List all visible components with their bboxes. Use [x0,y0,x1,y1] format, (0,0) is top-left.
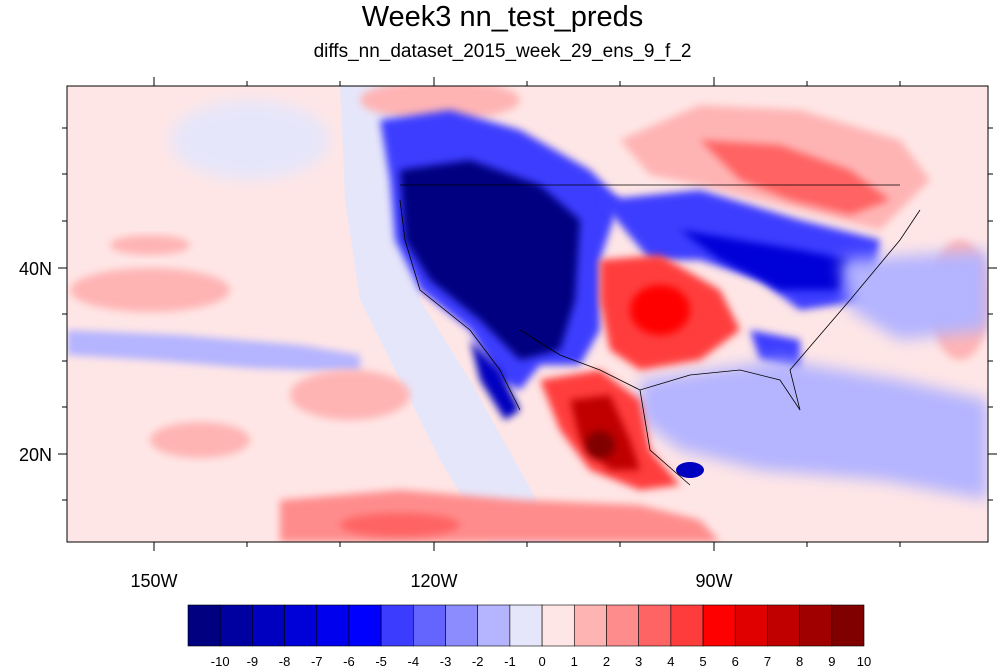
lon-ticks [153,77,901,551]
colorbar-label: 0 [538,654,545,669]
colorbar-swatch [670,604,704,647]
colorbar [187,604,865,647]
colorbar-swatch [316,604,350,647]
colorbar-label: 6 [732,654,739,669]
field-pink-patch-2 [110,235,190,255]
colorbar-label: 10 [857,654,871,669]
field-east-deepblue [680,230,850,290]
colorbar-swatch [541,604,575,647]
colorbar-swatch [799,604,833,647]
colorbar-swatch [380,604,414,647]
colorbar-label: -3 [440,654,452,669]
lon-label-90w: 90W [695,571,732,591]
colorbar-swatch [187,604,221,647]
colorbar-label: -1 [504,654,516,669]
field-baja-blue [470,340,520,420]
colorbar-label: 7 [764,654,771,669]
colorbar-swatch [477,604,511,647]
colorbar-swatch [445,604,479,647]
colorbar-label: -5 [375,654,387,669]
east-coastline [789,209,921,411]
colorbar-label: 5 [699,654,706,669]
colorbar-swatch [284,604,318,647]
colorbar-label: -6 [343,654,355,669]
lat-ticks [58,127,997,501]
colorbar-label: 4 [667,654,674,669]
colorbar-label: 1 [571,654,578,669]
mexico-east-coast [639,389,691,486]
field-west-deepblue [400,160,580,360]
field-gulf-lightblue [640,360,988,500]
field-npac-pink [360,86,520,120]
colorbar-swatch [573,604,607,647]
west-coastline [399,199,521,411]
colorbar-swatch [831,604,865,647]
anomaly-field [67,86,988,542]
colorbar-swatch [348,604,382,647]
colorbar-label: 2 [603,654,610,669]
field-mexico-core [585,431,615,459]
colorbar-label: 3 [635,654,642,669]
field-pacific-blue-band [67,330,360,372]
field-cam-blue-spot [676,462,704,478]
colorbar-swatch [413,604,446,647]
gulf-coastline [599,369,801,411]
field-pink-patch-3 [290,370,410,420]
colorbar-swatch [734,604,768,647]
colorbar-label: 8 [796,654,803,669]
lon-label-120w: 120W [410,571,457,591]
colorbar-swatch [509,604,543,647]
colorbar-swatch [252,604,285,647]
colorbar-label: -8 [279,654,291,669]
field-pink-patch-1 [70,268,230,312]
lat-label-40n: 40N [19,259,52,279]
colorbar-label: -7 [311,654,323,669]
colorbar-label: -4 [408,654,420,669]
colorbar-swatch [702,604,736,647]
colorbar-swatch [638,604,672,647]
field-southern-red-core [340,513,460,537]
field-pink-patch-4 [150,422,250,458]
coastlines [399,184,921,486]
field-npac-lightblue [170,100,330,180]
colorbar-label: -10 [211,654,230,669]
field-canada-red [700,140,890,215]
field-southeast-blue [750,330,800,370]
map-title: Week3 nn_test_preds [361,1,644,33]
colorbar-label: -2 [472,654,484,669]
colorbar-label: -9 [247,654,259,669]
us-mexico-border [519,329,601,371]
field-central-red-core [630,285,690,335]
lon-label-150w: 150W [130,571,177,591]
colorbar-swatch [219,604,253,647]
map-subtitle: diffs_nn_dataset_2015_week_29_ens_9_f_2 [313,41,692,62]
lat-label-20n: 20N [19,445,52,465]
colorbar-swatch [767,604,800,647]
field-atlantic-lightblue [840,250,988,340]
colorbar-label: 9 [828,654,835,669]
colorbar-labels: -10 -9 -8 -7 -6 -5 -4 -3 -2 -1 0 1 2 3 4 5 6 7 8 9 10 [211,654,871,669]
colorbar-swatch [606,604,639,647]
